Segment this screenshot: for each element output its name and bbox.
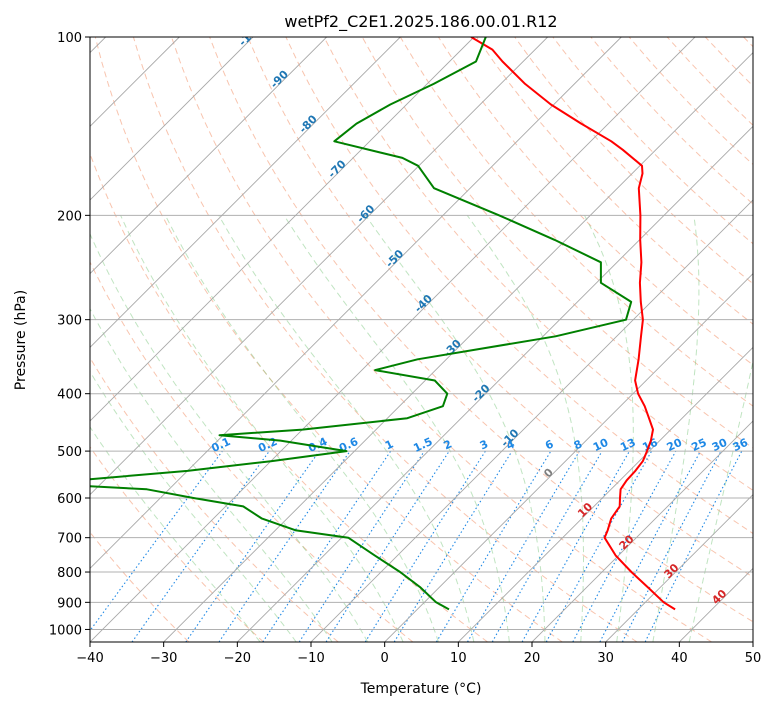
moist-adiabat [584, 215, 634, 642]
y-tick-label: 300 [57, 314, 82, 329]
x-tick-label: −30 [150, 651, 177, 666]
mixing-ratio-line [262, 450, 392, 642]
mixing-ratio-label: 20 [665, 436, 685, 454]
isotherm-line [310, 199, 753, 642]
y-tick-label: 500 [57, 445, 82, 460]
x-tick-label: −10 [297, 651, 324, 666]
isotherm-line [90, 37, 401, 348]
moist-adiabat [466, 215, 584, 642]
mixing-ratio-line [185, 450, 320, 642]
moist-adiabat [283, 215, 510, 642]
mixing-ratio-lines [90, 450, 743, 642]
dry-adiabat [209, 37, 753, 623]
y-tick-label: 100 [57, 31, 82, 46]
mixing-ratio-label: 25 [689, 436, 708, 454]
dry-adiabat [285, 37, 753, 535]
mixing-ratio-line [644, 450, 743, 642]
x-tick-label: 10 [450, 651, 467, 666]
moist-adiabat [365, 215, 546, 642]
isotherm-line [90, 37, 475, 422]
x-tick-label: −20 [224, 651, 251, 666]
y-tick-label: 600 [57, 492, 82, 507]
plot-frame [89, 36, 754, 643]
pressure-gridlines [90, 37, 753, 630]
dry-adiabat [132, 37, 638, 642]
mixing-ratio-label: 10 [591, 436, 611, 454]
y-tick-label: 900 [57, 596, 82, 611]
isotherm-line [458, 346, 753, 642]
mixing-ratio-label: 30 [710, 436, 730, 454]
dry-adiabat [476, 37, 753, 325]
isotherm-line [90, 37, 327, 275]
moist-adiabat [90, 232, 369, 642]
x-tick-label: 30 [597, 651, 614, 666]
x-tick-label: 50 [745, 651, 762, 666]
y-tick-label: 700 [57, 532, 82, 547]
y-tick-label: 200 [57, 209, 82, 224]
chart-title: wetPf2_C2E1.2025.186.00.01.R12 [284, 12, 557, 32]
mixing-ratio-line [521, 450, 630, 642]
isotherm-line [90, 37, 548, 496]
temperature-profile-line [470, 37, 676, 611]
isotherm-line [90, 37, 696, 642]
x-tick-label: 20 [524, 651, 541, 666]
moist-adiabat [652, 215, 700, 642]
y-axis-title: Pressure (hPa) [13, 290, 29, 390]
mixing-ratio-label: 13 [618, 436, 637, 454]
y-axis: 100 200 300 400 500 600 700 800 900 1000 [49, 31, 90, 638]
moist-adiabat [120, 215, 404, 642]
isotherm-line [605, 494, 753, 642]
x-tick-label: 40 [671, 651, 688, 666]
x-tick-label: 0 [381, 651, 389, 666]
dry-adiabat [323, 37, 753, 491]
dry-adiabat [171, 37, 712, 642]
y-tick-label: 400 [57, 388, 82, 403]
isotherm-line [531, 420, 753, 642]
isotherms [90, 37, 753, 642]
mixing-ratio-line [298, 450, 425, 642]
mixing-ratio-line [545, 450, 653, 642]
plot-area: -100-90-80-70-60-50-40-30-20-10010203040… [90, 20, 753, 642]
mixing-ratio-line [325, 450, 450, 642]
x-tick-label: −40 [76, 651, 103, 666]
isotherm-line [90, 37, 254, 201]
moist-adiabat [218, 215, 475, 642]
y-tick-label: 800 [57, 566, 82, 581]
mixing-ratio-label: 36 [731, 436, 751, 454]
dry-adiabat [90, 356, 339, 642]
x-axis-title: Temperature (°C) [360, 681, 482, 697]
mixing-ratio-line [131, 450, 270, 642]
mixing-ratio-line [90, 450, 223, 632]
moist-adiabat [90, 307, 333, 642]
dry-adiabat [94, 37, 563, 642]
mixing-ratio-line [218, 450, 351, 642]
mixing-ratio-line [572, 450, 677, 642]
moist-adiabats [90, 215, 753, 642]
dewpoint-profile-line [90, 37, 633, 611]
isotherm-line [90, 37, 622, 569]
isotherm-label: -100 [236, 20, 265, 49]
sounding-profiles [90, 37, 676, 611]
dry-adiabat [514, 37, 753, 285]
x-axis: −40 −30 −20 −10 0 10 20 30 40 50 [76, 642, 761, 666]
y-tick-label: 1000 [49, 623, 82, 638]
isotherm-line [163, 52, 753, 642]
mixing-ratio-line [393, 450, 513, 642]
dry-adiabat [90, 260, 414, 642]
moist-adiabat [90, 370, 297, 642]
isotherm-line [384, 273, 753, 642]
